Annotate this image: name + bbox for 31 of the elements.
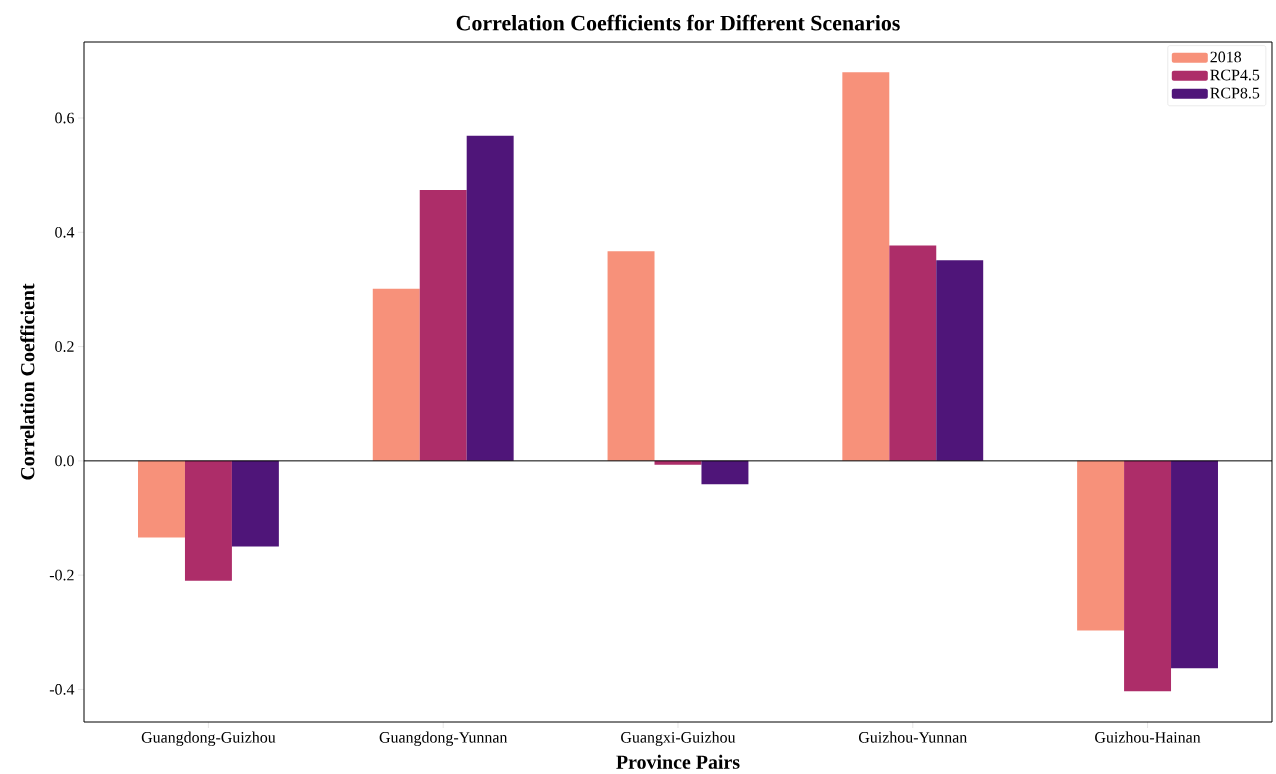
- x-tick-label: Guizhou-Yunnan: [858, 731, 967, 743]
- x-tick-label: Guangxi-Guizhou: [621, 731, 736, 747]
- bar: [466, 135, 514, 461]
- bar: [1171, 460, 1218, 669]
- legend-label: RCP8.5: [1210, 87, 1260, 99]
- bar: [1124, 460, 1172, 692]
- bar: [701, 460, 749, 485]
- chart-title: Correlation Coefficients for Different Scenarios: [456, 14, 900, 31]
- y-tick-label: 0.4: [55, 226, 75, 238]
- bar: [842, 72, 890, 461]
- y-tick-label: 0.6: [55, 112, 75, 124]
- y-tick-label: -0.2: [49, 569, 74, 581]
- y-tick-label: -0.4: [49, 684, 75, 695]
- bar: [372, 288, 420, 461]
- x-tick-label: Guizhou-Hainan: [1095, 731, 1201, 743]
- bar: [889, 245, 937, 461]
- x-tick-label: Guangdong-Yunnan: [379, 731, 508, 747]
- x-axis-title: Province Pairs: [616, 754, 740, 769]
- bar: [936, 260, 984, 461]
- x-tick-label: Guangdong-Guizhou: [141, 731, 276, 747]
- y-tick-label: 0.0: [55, 455, 74, 467]
- y-axis-title: Correlation Coefficient: [20, 283, 35, 480]
- bar: [419, 190, 467, 461]
- y-tick-label: 0.2: [55, 341, 74, 352]
- bar: [138, 460, 185, 538]
- legend-label: 2018: [1210, 51, 1242, 63]
- bar: [1077, 460, 1125, 631]
- legend-label: RCP4.5: [1210, 69, 1260, 81]
- bar: [184, 460, 232, 581]
- bar: [231, 460, 279, 547]
- bar: [607, 251, 655, 461]
